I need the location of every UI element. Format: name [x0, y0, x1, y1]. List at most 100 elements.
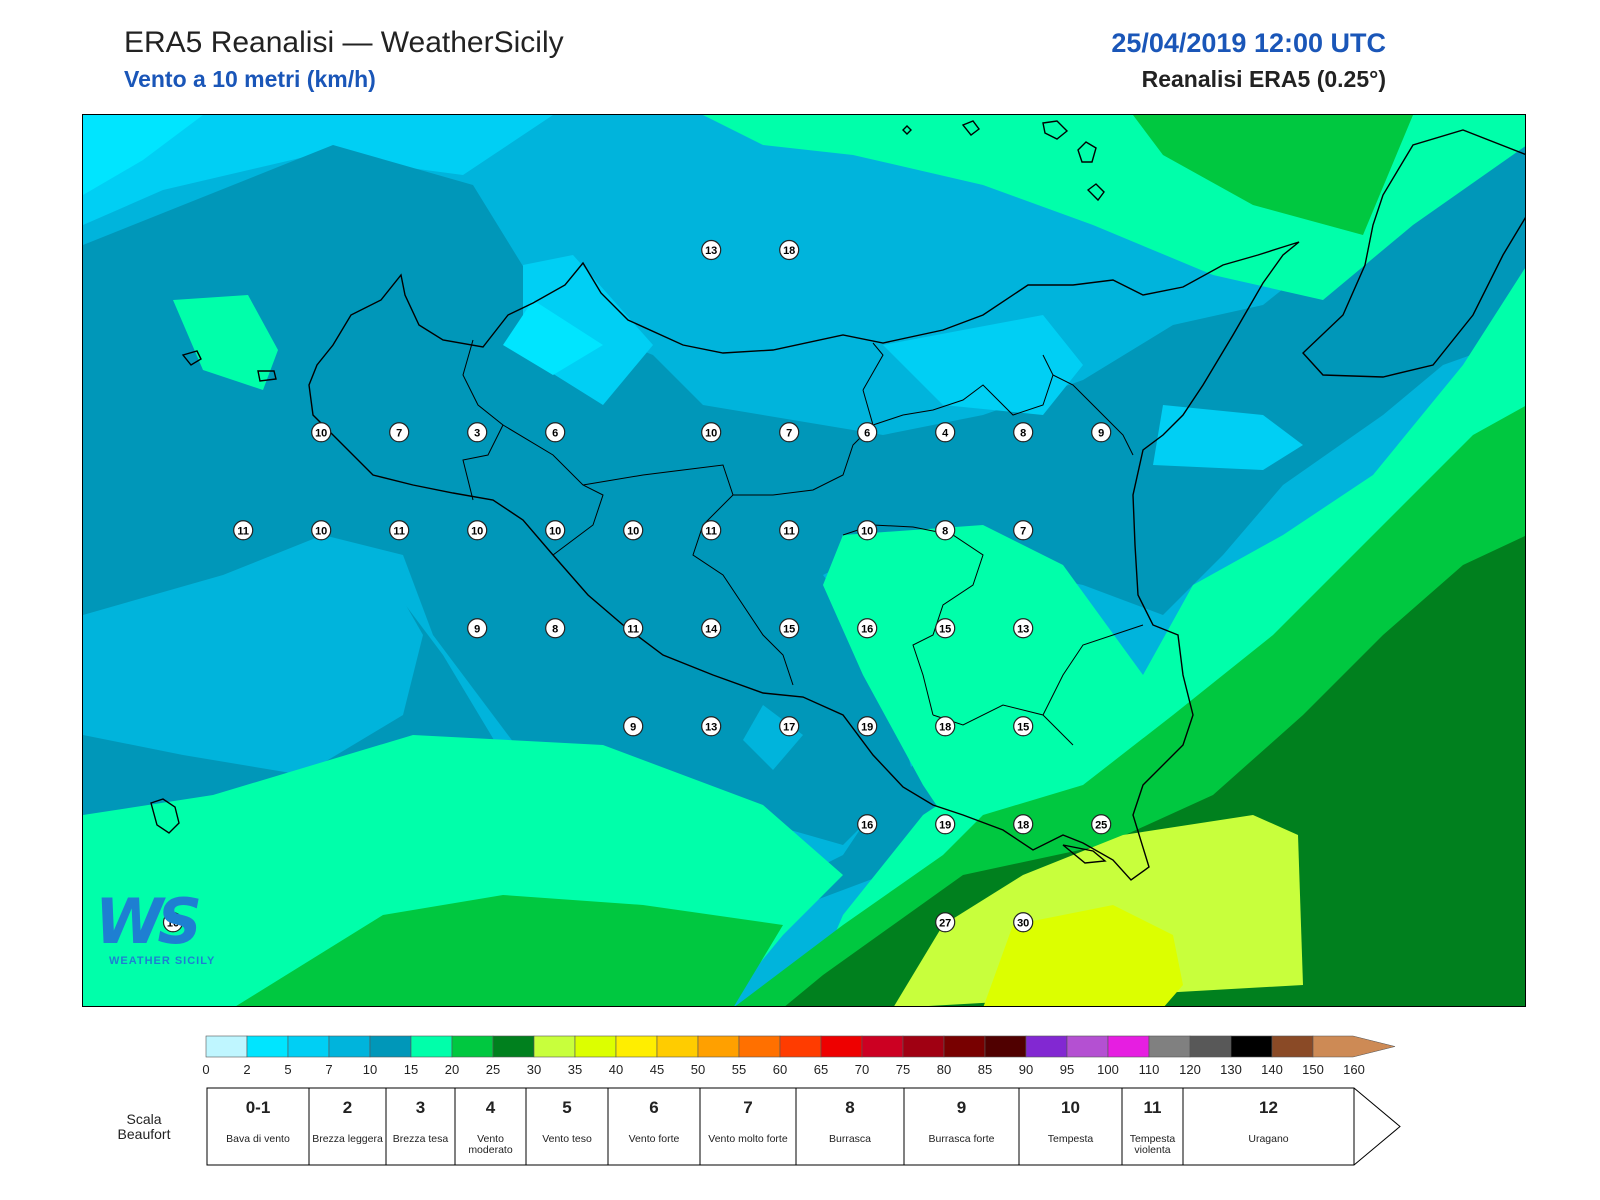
station-marker: 8 [545, 618, 566, 639]
station-value: 10 [315, 525, 327, 537]
station-circle [935, 716, 956, 737]
beaufort-name: Vento molto forte [708, 1133, 788, 1145]
station-circle [857, 520, 878, 541]
colorbar-cell [943, 1035, 986, 1058]
station-marker: 15 [935, 618, 956, 639]
station-circle [935, 618, 956, 639]
station-marker: 15 [1013, 716, 1034, 737]
station-circle [1091, 814, 1112, 835]
station-value: 10 [861, 525, 873, 537]
colorbar-cell [1066, 1035, 1109, 1058]
station-circle [1013, 520, 1034, 541]
colorbar-cell [246, 1035, 289, 1058]
beaufort-name: Tempesta [1047, 1133, 1094, 1145]
station-circle [779, 422, 800, 443]
station-value: 18 [783, 245, 795, 257]
station-circle [935, 520, 956, 541]
beaufort-number: 9 [956, 1098, 967, 1117]
colorbar-cell [779, 1035, 822, 1058]
station-marker: 11 [701, 520, 722, 541]
station-marker: 15 [779, 618, 800, 639]
station-circle [779, 716, 800, 737]
station-circle [1013, 814, 1034, 835]
station-marker: 8 [935, 520, 956, 541]
station-value: 9 [630, 721, 636, 733]
colorbar-tick-label: 100 [1097, 1062, 1119, 1077]
colorbar-tick-label: 95 [1059, 1062, 1075, 1077]
colorbar-cell [1230, 1035, 1273, 1058]
colorbar-tick-label: 10 [362, 1062, 378, 1077]
station-value: 13 [1017, 623, 1029, 635]
station-marker: 6 [545, 422, 566, 443]
beaufort-number: 12 [1259, 1098, 1278, 1117]
station-value: 16 [861, 623, 873, 635]
station-marker: 7 [1013, 520, 1034, 541]
station-circle [389, 520, 410, 541]
colorbar-arrow [1312, 1035, 1396, 1058]
colorbar-cell [1189, 1035, 1232, 1058]
station-circle [935, 422, 956, 443]
malta [1062, 844, 1107, 864]
colorbar-tick-label: 55 [731, 1062, 747, 1077]
weathersicily-logo: WS WEATHER SICILY [95, 885, 245, 975]
colorbar-tick-label: 85 [977, 1062, 993, 1077]
station-value: 7 [396, 427, 402, 439]
colorbar-cell [1107, 1035, 1150, 1058]
station-circle [701, 716, 722, 737]
beaufort-number: 5 [562, 1098, 572, 1117]
station-circle [857, 814, 878, 835]
colorbar-tick-label: 130 [1220, 1062, 1242, 1077]
colorbar-tick-label: 5 [284, 1062, 292, 1077]
colorbar-tick-label: 140 [1261, 1062, 1283, 1077]
station-circle [623, 520, 644, 541]
station-marker: 10 [311, 520, 332, 541]
station-marker: 9 [623, 716, 644, 737]
colorbar-cell [369, 1035, 412, 1058]
province-borders [462, 339, 1144, 746]
colorbar-cell [1025, 1035, 1068, 1058]
station-marker: 30 [1013, 912, 1034, 933]
station-value: 4 [942, 427, 949, 439]
beaufort-name: Brezza tesa [392, 1133, 449, 1145]
station-circle [545, 422, 566, 443]
station-value: 9 [474, 623, 480, 635]
station-value: 10 [167, 917, 179, 929]
beaufort-name: Vento moderato [468, 1133, 513, 1156]
station-value: 3 [474, 427, 480, 439]
station-value: 13 [705, 245, 717, 257]
station-circle [935, 912, 956, 933]
colorbar-cell [410, 1035, 453, 1058]
wind-band-20-25-tyrrhenian [1133, 115, 1413, 235]
station-circle [467, 520, 488, 541]
station-marker: 11 [779, 520, 800, 541]
colorbar-tick-label: 30 [526, 1062, 542, 1077]
colorbar-cell [205, 1035, 248, 1058]
colorbar-cell [1271, 1035, 1314, 1058]
station-marker: 9 [1091, 422, 1112, 443]
sicily-coast [308, 241, 1300, 881]
colorbar-cell [533, 1035, 576, 1058]
colorbar-tick-label: 50 [690, 1062, 706, 1077]
station-marker: 18 [779, 239, 800, 261]
station-circle [701, 239, 722, 261]
wind-band-35-40 [983, 905, 1183, 1006]
map-subtitle: Vento a 10 metri (km/h) [124, 66, 376, 92]
wind-band-15-20-egadi [173, 295, 278, 390]
station-circle [311, 422, 332, 443]
station-value: 6 [864, 427, 870, 439]
colorbar-tick-label: 60 [772, 1062, 788, 1077]
station-marker: 10 [701, 422, 722, 443]
station-marker: 10 [857, 520, 878, 541]
station-value: 9 [1098, 427, 1104, 439]
map-title: ERA5 Reanalisi — WeatherSicily [124, 26, 564, 59]
station-marker: 19 [857, 716, 878, 737]
station-marker: 18 [935, 716, 956, 737]
colorbar-tick-label: 40 [608, 1062, 624, 1077]
station-marker: 25 [1091, 814, 1112, 835]
colorbar-cell [984, 1035, 1027, 1058]
station-marker: 17 [779, 716, 800, 737]
station-marker: 8 [1013, 422, 1034, 443]
beaufort-number: 10 [1061, 1098, 1080, 1117]
station-value: 11 [393, 525, 405, 537]
beaufort-number: 2 [342, 1098, 353, 1117]
